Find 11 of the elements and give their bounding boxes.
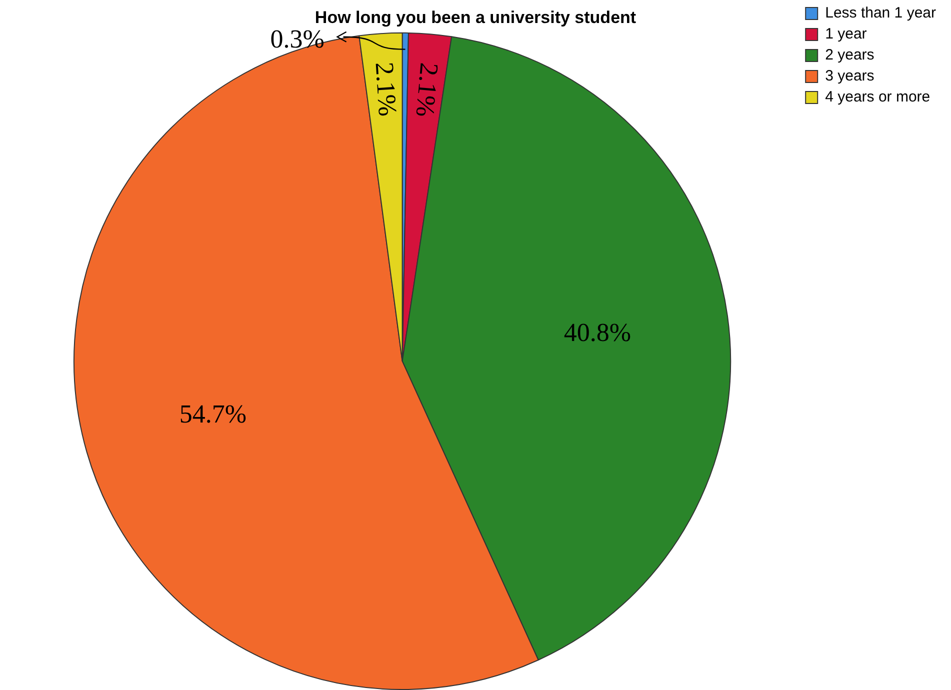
legend-label: 4 years or more (825, 88, 930, 106)
legend-label: 3 years (825, 68, 874, 85)
data-label: 2.1% (370, 61, 402, 118)
chart-title: How long you been a university student (314, 8, 636, 27)
data-label: 0.3% (270, 24, 324, 54)
legend-label: 2 years (825, 46, 874, 64)
data-label: 40.8% (564, 318, 631, 347)
legend-label: Less than 1 year (825, 4, 936, 22)
data-label: 2.1% (410, 62, 444, 118)
data-label: 54.7% (179, 399, 247, 428)
legend-label: 1 year (825, 26, 867, 43)
